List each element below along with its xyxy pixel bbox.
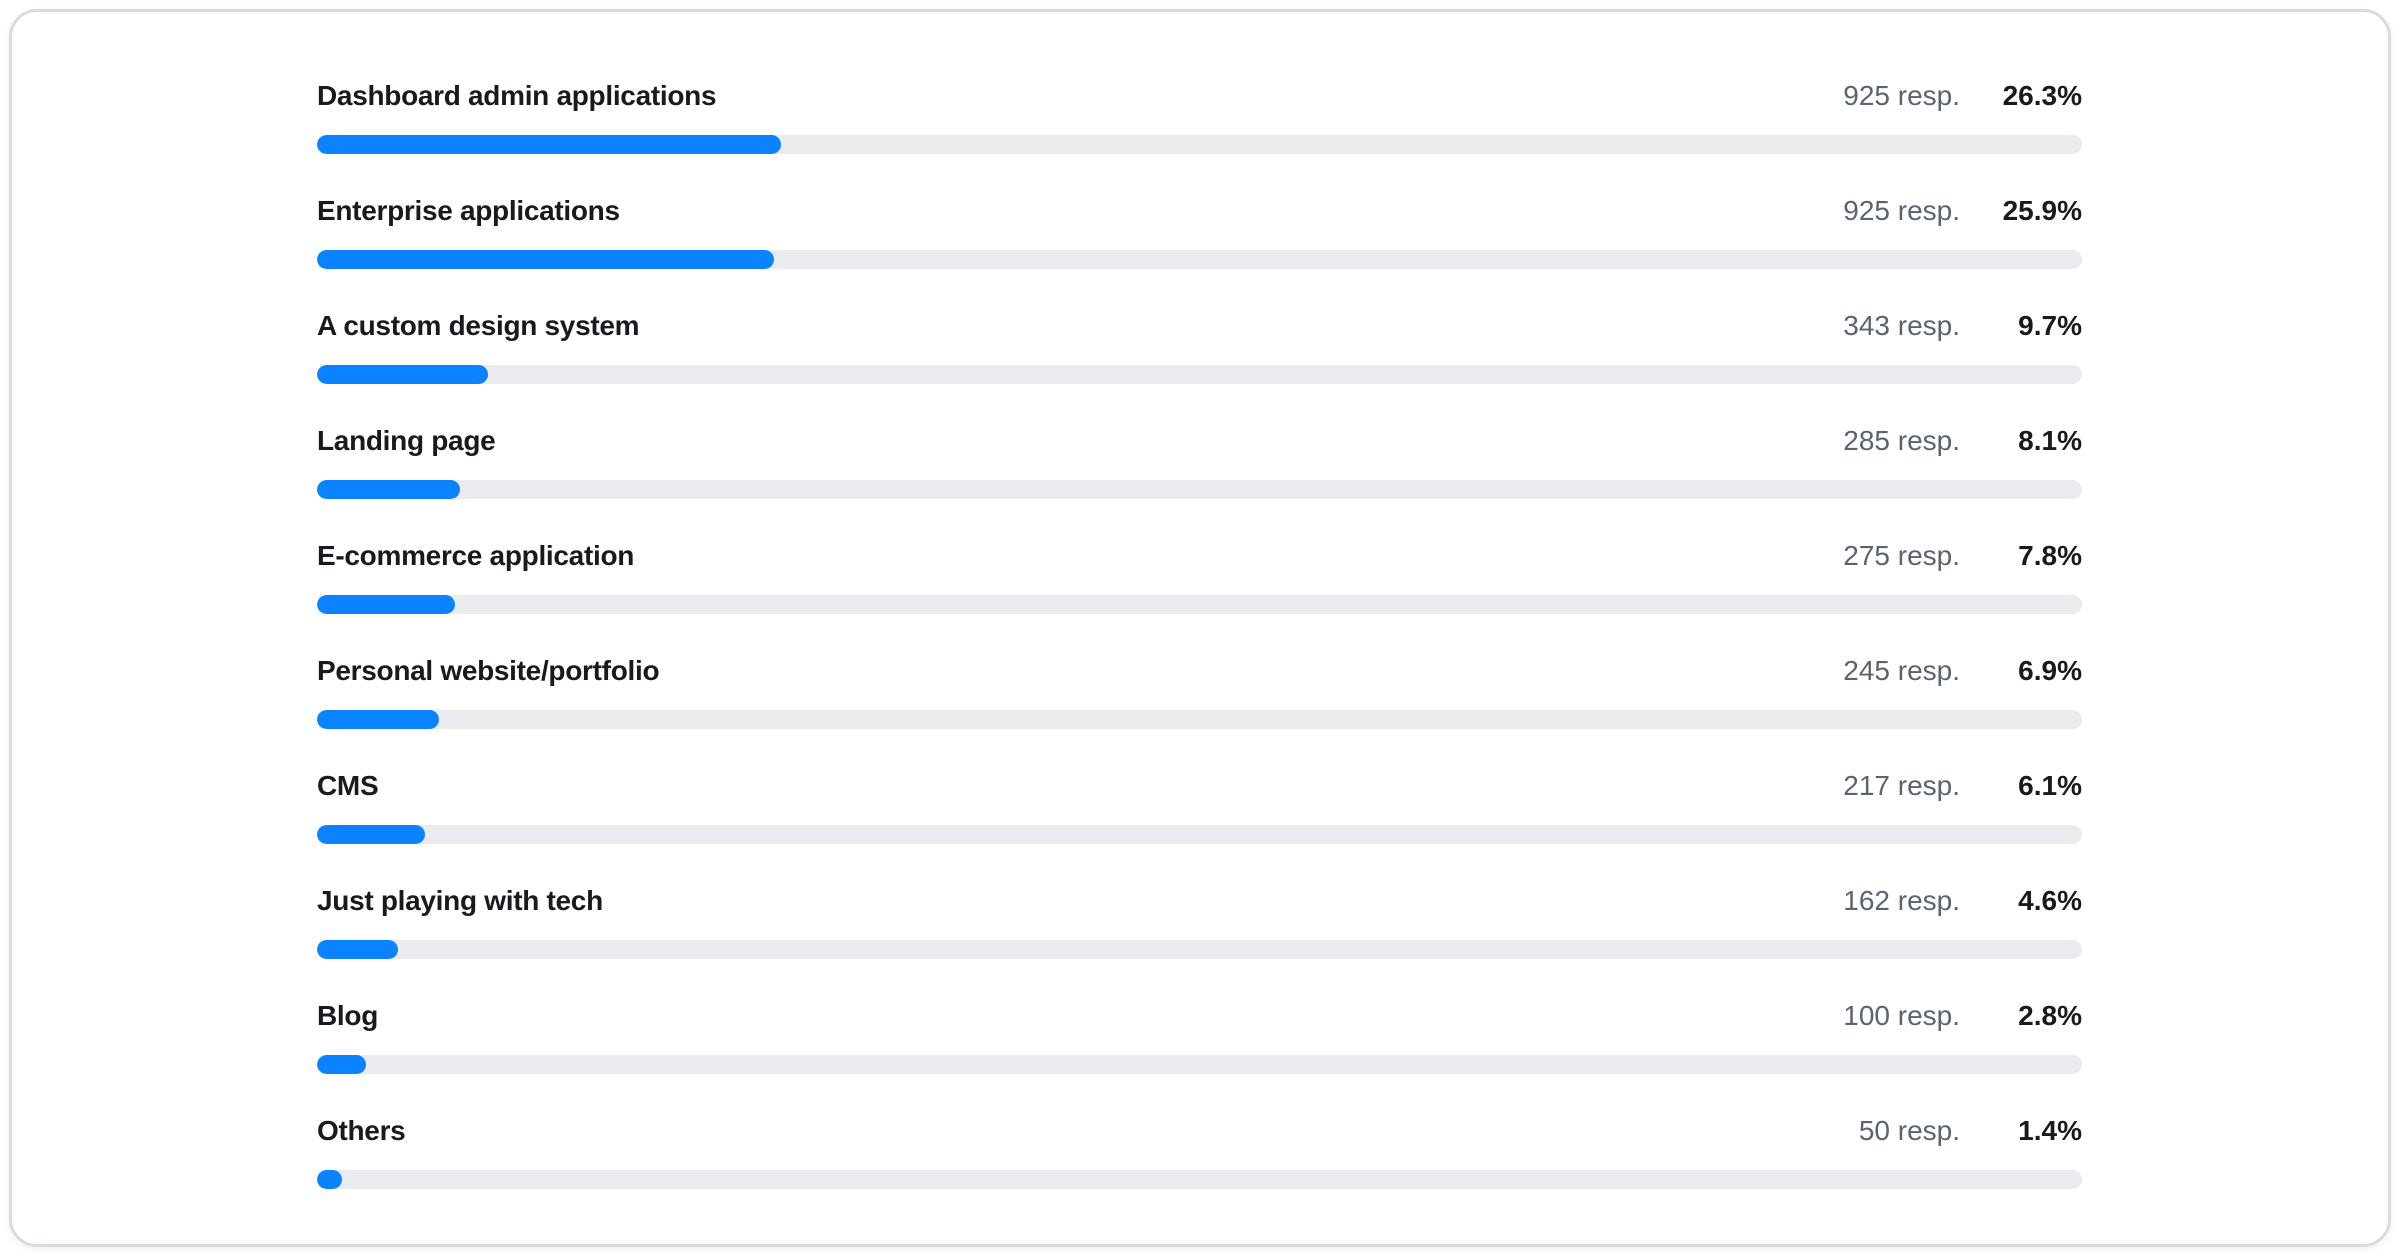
progress-track bbox=[317, 480, 2082, 499]
progress-track bbox=[317, 1170, 2082, 1189]
response-count: 100 resp. bbox=[1843, 1000, 1960, 1031]
progress-track bbox=[317, 595, 2082, 614]
progress-track bbox=[317, 940, 2082, 959]
survey-row-header: Blog 100 resp. 2.8% bbox=[317, 999, 2082, 1033]
survey-row: CMS 217 resp. 6.1% bbox=[317, 769, 2082, 844]
percentage-value: 6.1% bbox=[2018, 770, 2082, 801]
survey-row: Enterprise applications 925 resp. 25.9% bbox=[317, 194, 2082, 269]
progress-track bbox=[317, 365, 2082, 384]
response-count: 343 resp. bbox=[1843, 310, 1960, 341]
progress-track bbox=[317, 710, 2082, 729]
percentage-value: 6.9% bbox=[2018, 655, 2082, 686]
percentage-value: 9.7% bbox=[2018, 310, 2082, 341]
response-count: 275 resp. bbox=[1843, 540, 1960, 571]
progress-fill bbox=[317, 940, 399, 959]
progress-track bbox=[317, 135, 2082, 154]
option-label: Just playing with tech bbox=[317, 885, 603, 916]
survey-row: A custom design system 343 resp. 9.7% bbox=[317, 309, 2082, 384]
response-count: 162 resp. bbox=[1843, 885, 1960, 916]
option-label: Others bbox=[317, 1115, 406, 1146]
response-count: 50 resp. bbox=[1858, 1115, 1960, 1146]
response-count: 285 resp. bbox=[1843, 425, 1960, 456]
response-count: 217 resp. bbox=[1843, 770, 1960, 801]
survey-row-header: Enterprise applications 925 resp. 25.9% bbox=[317, 194, 2082, 228]
option-label: E-commerce application bbox=[317, 540, 635, 571]
option-values: 925 resp. 26.3% bbox=[1843, 79, 2082, 113]
progress-fill bbox=[317, 595, 455, 614]
progress-track bbox=[317, 250, 2082, 269]
percentage-value: 1.4% bbox=[2018, 1115, 2082, 1146]
option-label: Dashboard admin applications bbox=[317, 80, 717, 111]
option-label: CMS bbox=[317, 770, 379, 801]
survey-row: E-commerce application 275 resp. 7.8% bbox=[317, 539, 2082, 614]
survey-results-card: Dashboard admin applications 925 resp. 2… bbox=[9, 9, 2391, 1247]
response-count: 925 resp. bbox=[1843, 80, 1960, 111]
progress-track bbox=[317, 825, 2082, 844]
progress-fill bbox=[317, 250, 775, 269]
option-values: 343 resp. 9.7% bbox=[1843, 309, 2082, 343]
survey-row: Dashboard admin applications 925 resp. 2… bbox=[317, 79, 2082, 154]
option-values: 245 resp. 6.9% bbox=[1843, 654, 2082, 688]
survey-row-header: CMS 217 resp. 6.1% bbox=[317, 769, 2082, 803]
survey-row: Landing page 285 resp. 8.1% bbox=[317, 424, 2082, 499]
percentage-value: 7.8% bbox=[2018, 540, 2082, 571]
option-label: Enterprise applications bbox=[317, 195, 620, 226]
option-label: A custom design system bbox=[317, 310, 640, 341]
option-label: Blog bbox=[317, 1000, 379, 1031]
survey-row-header: Landing page 285 resp. 8.1% bbox=[317, 424, 2082, 458]
progress-fill bbox=[317, 1170, 342, 1189]
option-values: 100 resp. 2.8% bbox=[1843, 999, 2082, 1033]
percentage-value: 25.9% bbox=[2002, 195, 2082, 226]
survey-row-header: E-commerce application 275 resp. 7.8% bbox=[317, 539, 2082, 573]
option-values: 162 resp. 4.6% bbox=[1843, 884, 2082, 918]
percentage-value: 8.1% bbox=[2018, 425, 2082, 456]
option-values: 925 resp. 25.9% bbox=[1843, 194, 2082, 228]
progress-fill bbox=[317, 710, 439, 729]
survey-row: Others 50 resp. 1.4% bbox=[317, 1114, 2082, 1189]
progress-fill bbox=[317, 1055, 367, 1074]
option-values: 217 resp. 6.1% bbox=[1843, 769, 2082, 803]
option-values: 285 resp. 8.1% bbox=[1843, 424, 2082, 458]
progress-track bbox=[317, 1055, 2082, 1074]
percentage-value: 2.8% bbox=[2018, 1000, 2082, 1031]
survey-row-header: Others 50 resp. 1.4% bbox=[317, 1114, 2082, 1148]
survey-row: Personal website/portfolio 245 resp. 6.9… bbox=[317, 654, 2082, 729]
survey-row-header: A custom design system 343 resp. 9.7% bbox=[317, 309, 2082, 343]
option-label: Landing page bbox=[317, 425, 496, 456]
survey-row-header: Personal website/portfolio 245 resp. 6.9… bbox=[317, 654, 2082, 688]
percentage-value: 26.3% bbox=[2002, 80, 2082, 111]
progress-fill bbox=[317, 135, 782, 154]
survey-row-header: Just playing with tech 162 resp. 4.6% bbox=[317, 884, 2082, 918]
survey-row: Blog 100 resp. 2.8% bbox=[317, 999, 2082, 1074]
survey-row-header: Dashboard admin applications 925 resp. 2… bbox=[317, 79, 2082, 113]
progress-fill bbox=[317, 480, 460, 499]
progress-fill bbox=[317, 825, 425, 844]
survey-row: Just playing with tech 162 resp. 4.6% bbox=[317, 884, 2082, 959]
response-count: 245 resp. bbox=[1843, 655, 1960, 686]
percentage-value: 4.6% bbox=[2018, 885, 2082, 916]
response-count: 925 resp. bbox=[1843, 195, 1960, 226]
progress-fill bbox=[317, 365, 489, 384]
option-label: Personal website/portfolio bbox=[317, 655, 660, 686]
option-values: 50 resp. 1.4% bbox=[1859, 1114, 2082, 1148]
horizontal-bar-chart: Dashboard admin applications 925 resp. 2… bbox=[12, 12, 2388, 1189]
option-values: 275 resp. 7.8% bbox=[1843, 539, 2082, 573]
